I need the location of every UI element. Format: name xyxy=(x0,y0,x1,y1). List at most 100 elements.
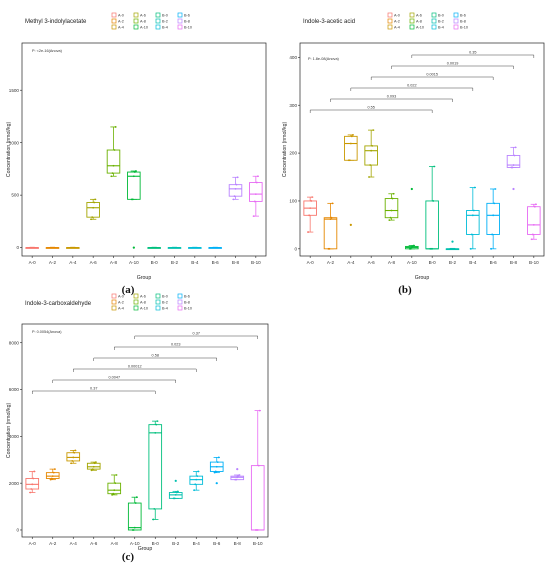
box-B-0 xyxy=(147,246,161,249)
data-point xyxy=(238,474,241,476)
chart-legend: A-0 A-2 A-4 A-6 A-8 A-10 B-0 B-2 B-4 B-6 B-8 B-10 xyxy=(111,293,192,311)
legend-label: A-10 xyxy=(416,26,424,30)
chart-title: Indole-3-acetic acid xyxy=(303,19,355,25)
legend-swatch xyxy=(111,24,117,30)
legend-swatch xyxy=(409,12,415,18)
data-point xyxy=(29,491,32,494)
y-tick-label: 200 xyxy=(289,151,297,156)
legend-swatch xyxy=(409,24,415,30)
outlier-point xyxy=(236,468,239,471)
box-body xyxy=(106,149,121,174)
legend-label: A-4 xyxy=(118,307,124,311)
data-point xyxy=(92,206,95,209)
legend-swatch xyxy=(177,299,183,305)
data-point xyxy=(52,471,55,474)
legend-label: A-2 xyxy=(118,301,124,305)
data-point xyxy=(236,476,239,479)
x-tick-label: B-0 xyxy=(151,260,159,265)
y-tick-label: 500 xyxy=(11,193,19,198)
box-body xyxy=(86,202,100,218)
data-point xyxy=(33,470,36,473)
box-body xyxy=(527,206,541,235)
y-tick-label: 1500 xyxy=(9,88,20,93)
legend-label: B-4 xyxy=(438,26,444,30)
x-tick-label: B-4 xyxy=(193,541,201,546)
data-point xyxy=(256,529,259,531)
significance-bracket: 0.37 xyxy=(134,332,258,339)
legend-label: A-2 xyxy=(118,20,124,24)
data-point xyxy=(94,198,97,201)
legend-label: B-2 xyxy=(438,20,444,24)
x-tick-label: A-0 xyxy=(307,260,315,265)
box-body xyxy=(344,135,358,161)
box-B-6 xyxy=(208,246,222,249)
y-tick-label: 0 xyxy=(16,528,19,533)
legend-swatch xyxy=(177,293,183,299)
legend-swatch xyxy=(453,12,459,18)
box-B-8 xyxy=(506,146,521,191)
legend-label: A-4 xyxy=(118,26,124,30)
data-point xyxy=(152,518,155,521)
data-point xyxy=(73,451,76,454)
legend-swatch xyxy=(431,12,437,18)
bracket-line xyxy=(370,76,494,80)
legend-label: B-6 xyxy=(460,14,466,18)
data-point xyxy=(431,247,434,250)
legend-swatch xyxy=(133,12,139,18)
box-body xyxy=(249,182,263,202)
significance-bracket: 0.093 xyxy=(330,95,453,102)
legend-label: A-8 xyxy=(140,301,146,305)
outlier-point xyxy=(174,479,177,482)
legend-swatch xyxy=(155,12,161,18)
data-point xyxy=(471,214,474,217)
legend-label: B-2 xyxy=(162,20,168,24)
bracket-p-value: 0.022 xyxy=(407,84,417,88)
chart-panel-0: Methyl 3-indolylacetateA-0A-2A-4A-6A-8A-… xyxy=(6,12,267,296)
box-A-0 xyxy=(25,246,39,249)
data-point xyxy=(350,135,353,138)
box-A-4 xyxy=(66,449,81,465)
data-point xyxy=(176,490,179,493)
data-point xyxy=(153,508,156,510)
plot-frame xyxy=(299,42,545,257)
outlier-point xyxy=(215,482,218,485)
data-point xyxy=(433,165,436,168)
box-body xyxy=(384,198,399,219)
data-point xyxy=(112,492,115,495)
data-point xyxy=(233,195,236,198)
data-point xyxy=(133,526,136,529)
legend-label: A-0 xyxy=(118,295,124,299)
box-body xyxy=(323,217,338,250)
data-point xyxy=(254,193,257,195)
bracket-line xyxy=(52,379,176,383)
chart-title: Indole-3-carboxaldehyde xyxy=(25,301,92,307)
box-B-10 xyxy=(250,409,265,531)
legend-label: A-2 xyxy=(394,20,400,24)
data-point xyxy=(310,200,313,202)
x-tick-label: A-10 xyxy=(130,541,140,546)
data-point xyxy=(390,209,393,212)
legend-swatch xyxy=(155,299,161,305)
plot-frame xyxy=(21,323,269,538)
box-B-4 xyxy=(188,246,202,249)
data-point xyxy=(155,246,158,249)
box-A-4 xyxy=(344,134,358,226)
data-point xyxy=(112,164,115,167)
box-A-8 xyxy=(106,126,121,178)
significance-bracket: 0.00012 xyxy=(73,365,197,372)
data-point xyxy=(90,469,93,472)
legend-label: A-0 xyxy=(118,14,124,18)
legend-swatch xyxy=(387,24,393,30)
legend-label: A-4 xyxy=(394,26,400,30)
legend-swatch xyxy=(387,18,393,24)
legend-label: A-10 xyxy=(140,307,148,311)
data-point xyxy=(113,149,116,151)
data-point xyxy=(513,154,516,157)
data-point xyxy=(71,460,74,462)
data-point xyxy=(93,462,96,465)
significance-bracket: 0.37 xyxy=(32,387,156,394)
y-axis-label: Concentration (nmol/kg) xyxy=(6,122,12,178)
box-B-0 xyxy=(425,165,439,250)
data-point xyxy=(388,219,391,222)
data-point xyxy=(173,497,176,500)
